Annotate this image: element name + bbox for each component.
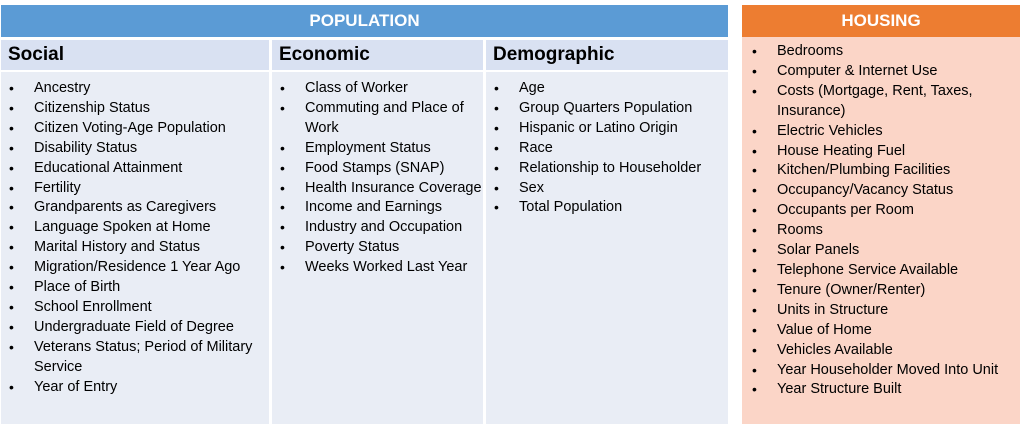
list-item: Group Quarters Population: [490, 99, 728, 119]
list-item: Commuting and Place of Work: [276, 99, 483, 139]
list-item: Hispanic or Latino Origin: [490, 119, 728, 139]
list-item: Vehicles Available: [748, 341, 1020, 361]
list-item: House Heating Fuel: [748, 142, 1020, 162]
demographic-title: Demographic: [493, 44, 615, 65]
list-item: Industry and Occupation: [276, 218, 483, 238]
list-item: Food Stamps (SNAP): [276, 159, 483, 179]
list-item: Grandparents as Caregivers: [5, 198, 269, 218]
list-item: Age: [490, 79, 728, 99]
list-item: Year Householder Moved Into Unit: [748, 361, 1020, 381]
list-item: Citizen Voting-Age Population: [5, 119, 269, 139]
economic-column: Class of WorkerCommuting and Place of Wo…: [272, 72, 483, 424]
list-item: Citizenship Status: [5, 99, 269, 119]
housing-header: HOUSING: [742, 5, 1020, 37]
demographic-column: AgeGroup Quarters PopulationHispanic or …: [486, 72, 728, 424]
population-header: POPULATION: [1, 5, 728, 37]
economic-column-header: Economic: [272, 40, 483, 70]
list-item: Sex: [490, 179, 728, 199]
list-item: Ancestry: [5, 79, 269, 99]
list-item: Occupants per Room: [748, 201, 1020, 221]
economic-list: Class of WorkerCommuting and Place of Wo…: [276, 79, 483, 278]
list-item: Educational Attainment: [5, 159, 269, 179]
list-item: Class of Worker: [276, 79, 483, 99]
list-item: Costs (Mortgage, Rent, Taxes, Insurance): [748, 82, 1020, 122]
list-item: Undergraduate Field of Degree: [5, 318, 269, 338]
population-title: POPULATION: [309, 11, 420, 30]
list-item: Race: [490, 139, 728, 159]
list-item: Poverty Status: [276, 238, 483, 258]
list-item: Units in Structure: [748, 301, 1020, 321]
housing-title: HOUSING: [841, 11, 921, 30]
list-item: Veterans Status; Period of Military Serv…: [5, 338, 269, 378]
social-column: AncestryCitizenship StatusCitizen Voting…: [1, 72, 269, 424]
list-item: Place of Birth: [5, 278, 269, 298]
list-item: Tenure (Owner/Renter): [748, 281, 1020, 301]
list-item: Bedrooms: [748, 42, 1020, 62]
social-column-header: Social: [1, 40, 269, 70]
list-item: Value of Home: [748, 321, 1020, 341]
social-list: AncestryCitizenship StatusCitizen Voting…: [5, 79, 269, 398]
list-item: Telephone Service Available: [748, 261, 1020, 281]
list-item: Marital History and Status: [5, 238, 269, 258]
list-item: Year of Entry: [5, 378, 269, 398]
list-item: Income and Earnings: [276, 198, 483, 218]
list-item: Employment Status: [276, 139, 483, 159]
list-item: Computer & Internet Use: [748, 62, 1020, 82]
demographic-list: AgeGroup Quarters PopulationHispanic or …: [490, 79, 728, 218]
list-item: Kitchen/Plumbing Facilities: [748, 161, 1020, 181]
list-item: Language Spoken at Home: [5, 218, 269, 238]
list-item: Weeks Worked Last Year: [276, 258, 483, 278]
list-item: Migration/Residence 1 Year Ago: [5, 258, 269, 278]
list-item: Disability Status: [5, 139, 269, 159]
list-item: Electric Vehicles: [748, 122, 1020, 142]
list-item: Total Population: [490, 198, 728, 218]
list-item: Fertility: [5, 179, 269, 199]
list-item: Relationship to Householder: [490, 159, 728, 179]
list-item: Occupancy/Vacancy Status: [748, 181, 1020, 201]
housing-column: BedroomsComputer & Internet UseCosts (Mo…: [742, 37, 1020, 424]
list-item: Solar Panels: [748, 241, 1020, 261]
list-item: School Enrollment: [5, 298, 269, 318]
economic-title: Economic: [279, 44, 370, 65]
social-title: Social: [8, 44, 64, 65]
demographic-column-header: Demographic: [486, 40, 728, 70]
list-item: Year Structure Built: [748, 380, 1020, 400]
list-item: Health Insurance Coverage: [276, 179, 483, 199]
list-item: Rooms: [748, 221, 1020, 241]
housing-list: BedroomsComputer & Internet UseCosts (Mo…: [748, 42, 1020, 400]
